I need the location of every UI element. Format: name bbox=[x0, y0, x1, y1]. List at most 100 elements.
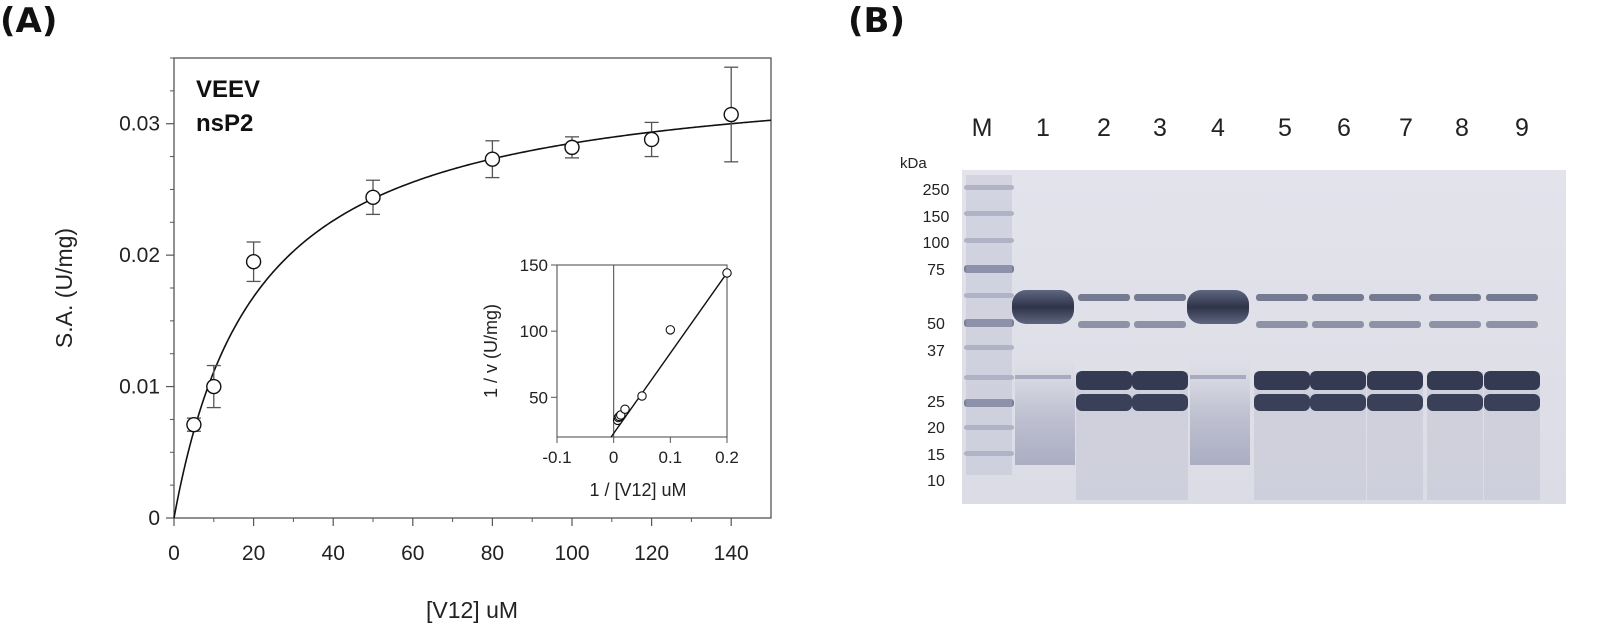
protein-band-strong bbox=[1367, 371, 1423, 390]
x-tick-label: 0 bbox=[168, 542, 180, 565]
inset-fit-line bbox=[610, 272, 728, 438]
protein-band-strong bbox=[1254, 371, 1310, 390]
sds-page-gel: M 1 2 3 4 5 6 7 8 9 kDa 250 150 100 75 50 37 25 20 15 10 bbox=[900, 114, 1566, 504]
lane-label: 2 bbox=[1097, 114, 1111, 142]
marker-band bbox=[964, 345, 1014, 350]
marker-band bbox=[964, 185, 1014, 190]
main-fit-curve bbox=[173, 119, 772, 519]
inset-data-point bbox=[665, 325, 676, 335]
mw-marker-label: 75 bbox=[927, 262, 945, 279]
panel-b-label: (B) bbox=[848, 1, 905, 41]
protein-band-strong bbox=[1427, 394, 1483, 411]
lane-label: 3 bbox=[1153, 114, 1167, 142]
marker-band bbox=[964, 375, 1014, 380]
protein-band-middle bbox=[1134, 321, 1186, 328]
marker-band bbox=[964, 399, 1014, 407]
main-data-points bbox=[186, 106, 739, 433]
y-tick-label: 0.01 bbox=[119, 376, 160, 399]
annotation-line-1: VEEV bbox=[196, 76, 260, 103]
marker-band bbox=[964, 238, 1014, 243]
lane-haze bbox=[1427, 372, 1483, 500]
mw-marker-label: 50 bbox=[927, 316, 945, 333]
lane-haze bbox=[1367, 372, 1423, 500]
marker-band bbox=[964, 319, 1014, 327]
protein-band-strong bbox=[1132, 371, 1188, 390]
x-tick-label: 80 bbox=[481, 542, 504, 565]
protein-band-upper bbox=[1078, 294, 1130, 301]
protein-band-strong bbox=[1427, 371, 1483, 390]
protein-band-strong bbox=[1076, 394, 1132, 411]
protein-band-strong bbox=[1367, 394, 1423, 411]
inset-y-axis-label: 1 / v (U/mg) bbox=[481, 304, 501, 398]
annotation-line-2: nsP2 bbox=[196, 110, 253, 137]
mw-marker-label: 150 bbox=[923, 209, 950, 226]
lane-label: M bbox=[972, 114, 993, 142]
protein-band-middle bbox=[1078, 321, 1130, 328]
inset-x-axis-label: 1 / [V12] uM bbox=[589, 480, 686, 500]
protein-band-middle bbox=[1256, 321, 1308, 328]
inset-data-points bbox=[612, 268, 732, 426]
marker-lane-haze bbox=[966, 175, 1012, 475]
data-point bbox=[245, 254, 262, 270]
kda-label: kDa bbox=[900, 155, 927, 172]
gel-lane-labels: M 1 2 3 4 5 6 7 8 9 bbox=[972, 114, 1529, 142]
mw-marker-label: 37 bbox=[927, 343, 945, 360]
mw-marker-label: 25 bbox=[927, 394, 945, 411]
data-point bbox=[365, 189, 381, 206]
data-point bbox=[186, 416, 202, 433]
data-point bbox=[723, 106, 739, 123]
y-tick-label: 0.03 bbox=[119, 113, 160, 136]
protein-band-strong bbox=[1484, 371, 1540, 390]
protein-band-middle bbox=[1486, 321, 1538, 328]
x-tick-label: 40 bbox=[322, 542, 345, 565]
marker-band bbox=[964, 265, 1014, 273]
protein-band-heavy bbox=[1012, 290, 1074, 324]
protein-band-strong bbox=[1132, 394, 1188, 411]
marker-band bbox=[964, 293, 1014, 298]
mw-marker-label: 250 bbox=[923, 182, 950, 199]
gel-marker-labels: 250 150 100 75 50 37 25 20 15 10 bbox=[923, 182, 950, 490]
inset-data-point bbox=[722, 268, 732, 278]
protein-band-heavy bbox=[1187, 290, 1249, 324]
protein-band-upper bbox=[1429, 294, 1481, 301]
protein-band-middle bbox=[1369, 321, 1421, 328]
x-tick-label: 140 bbox=[714, 542, 749, 565]
lane-label: 7 bbox=[1399, 114, 1413, 142]
inset-x-tick-label: 0 bbox=[609, 448, 618, 467]
panel-a-label: (A) bbox=[0, 1, 57, 41]
lane-haze bbox=[1254, 372, 1310, 500]
main-x-axis-label: [V12] uM bbox=[426, 597, 518, 623]
lane-label: 4 bbox=[1211, 114, 1225, 142]
protein-band-upper bbox=[1312, 294, 1364, 301]
protein-band-strong bbox=[1254, 394, 1310, 411]
lane-haze bbox=[1484, 372, 1540, 500]
protein-band-strong bbox=[1310, 394, 1366, 411]
main-y-axis-label: S.A. (U/mg) bbox=[51, 228, 77, 348]
data-point bbox=[564, 139, 580, 156]
marker-band bbox=[964, 425, 1014, 430]
protein-band-faint bbox=[1190, 375, 1246, 379]
inset-x-tick-label: 0.1 bbox=[659, 448, 683, 467]
inset-plot-frame bbox=[556, 264, 728, 438]
mw-marker-label: 100 bbox=[923, 235, 950, 252]
gel-bands bbox=[964, 175, 1540, 500]
inset-y-tick-label: 100 bbox=[520, 322, 548, 341]
inset-chart: -0.1 0 0.1 0.2 50 100 150 1 / [V12] uM 1 / v (… bbox=[481, 256, 739, 500]
main-chart: 0 20 40 60 80 100 120 140 0 0.01 0.02 0.03 VEEV nsP… bbox=[51, 57, 772, 623]
marker-band bbox=[964, 211, 1014, 216]
lane-haze bbox=[1132, 372, 1188, 500]
mw-marker-label: 15 bbox=[927, 447, 945, 464]
inset-y-tick-label: 50 bbox=[529, 388, 548, 407]
mw-marker-label: 20 bbox=[927, 420, 945, 437]
inset-x-tick-label: 0.2 bbox=[715, 448, 739, 467]
inset-data-point bbox=[637, 391, 647, 401]
protein-band-middle bbox=[1312, 321, 1364, 328]
lane-label: 5 bbox=[1278, 114, 1292, 142]
lane-haze bbox=[1310, 372, 1366, 500]
mw-marker-label: 10 bbox=[927, 473, 945, 490]
protein-band-upper bbox=[1256, 294, 1308, 301]
protein-band-upper bbox=[1134, 294, 1186, 301]
data-point bbox=[206, 378, 222, 395]
x-tick-label: 100 bbox=[554, 542, 589, 565]
